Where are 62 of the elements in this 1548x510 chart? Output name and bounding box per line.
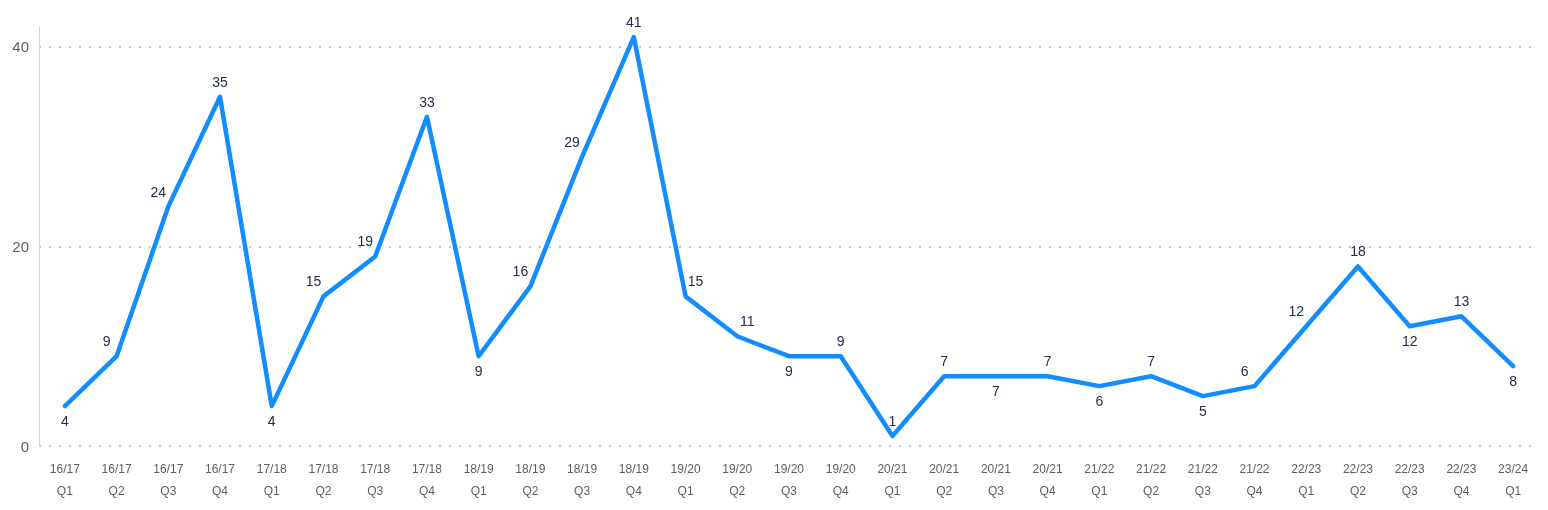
x-tick-label: 18/19 Q2 <box>515 462 546 498</box>
x-tick-label: 22/23 Q1 <box>1291 462 1322 498</box>
x-tick-label: 17/18 Q2 <box>308 462 339 498</box>
data-label: 6 <box>1240 363 1249 380</box>
data-label: 29 <box>564 133 581 150</box>
x-tick-label: 22/23 Q2 <box>1342 462 1374 498</box>
data-label: 15 <box>305 273 322 290</box>
x-tick-label: 19/20 Q3 <box>773 462 805 498</box>
x-tick-label: 17/18 Q1 <box>256 462 288 498</box>
x-tick-label: 21/22 Q1 <box>1084 462 1115 498</box>
data-label: 5 <box>1198 403 1207 420</box>
x-tick-label: 20/21 Q1 <box>877 462 908 498</box>
y-tick-label: 40 <box>12 38 29 56</box>
x-tick-label: 22/23 Q3 <box>1394 462 1426 498</box>
x-tick-label: 19/20 Q1 <box>670 462 701 498</box>
y-tick-label: 20 <box>12 237 29 255</box>
data-label: 4 <box>267 413 276 430</box>
x-tick-label: 16/17 Q2 <box>101 462 132 498</box>
data-label: 19 <box>357 233 374 250</box>
y-tick-label: 0 <box>20 437 29 455</box>
x-tick-label: 22/23 Q4 <box>1446 462 1477 498</box>
data-label: 1 <box>888 413 897 430</box>
x-tick-label: 23/24 Q1 <box>1498 462 1529 498</box>
data-label: 35 <box>212 73 229 90</box>
data-label: 15 <box>687 273 704 290</box>
data-label: 13 <box>1453 293 1470 310</box>
x-tick-label: 20/21 Q4 <box>1032 462 1063 498</box>
x-tick-label: 21/22 Q2 <box>1136 462 1167 498</box>
x-tick-label: 19/20 Q4 <box>825 462 857 498</box>
data-label: 7 <box>940 353 949 370</box>
x-tick-label: 18/19 Q1 <box>463 462 494 498</box>
data-label: 16 <box>512 263 529 280</box>
data-label: 7 <box>1147 353 1156 370</box>
x-tick-label: 21/22 Q3 <box>1187 462 1219 498</box>
x-tick-label: 18/19 Q3 <box>567 462 598 498</box>
data-label: 9 <box>102 333 111 350</box>
line-series <box>62 34 1516 439</box>
data-label: 11 <box>740 313 755 330</box>
data-label: 41 <box>626 13 642 30</box>
x-tick-label: 16/17 Q3 <box>153 462 184 498</box>
data-label: 7 <box>992 383 1000 400</box>
x-tick-label: 20/21 Q2 <box>929 462 960 498</box>
x-tick-label: 17/18 Q4 <box>411 462 443 498</box>
data-label: 18 <box>1350 243 1366 260</box>
data-label: 24 <box>150 183 167 200</box>
data-label: 8 <box>1509 373 1518 390</box>
data-label: 9 <box>474 363 483 380</box>
data-label: 9 <box>785 363 794 380</box>
x-tick-label: 21/22 Q4 <box>1239 462 1270 498</box>
x-tick-label: 20/21 Q3 <box>980 462 1012 498</box>
x-tick-label: 19/20 Q2 <box>722 462 753 498</box>
x-tick-label: 17/18 Q3 <box>360 462 391 498</box>
x-tick-label: 16/17 Q1 <box>49 462 81 498</box>
data-label: 7 <box>1043 353 1052 370</box>
data-label: 4 <box>60 413 69 430</box>
data-label: 12 <box>1288 303 1305 320</box>
x-tick-label: 16/17 Q4 <box>205 462 236 498</box>
data-label: 9 <box>836 333 845 350</box>
data-label: 12 <box>1401 333 1418 350</box>
data-label: 33 <box>419 93 435 110</box>
x-tick-label: 18/19 Q4 <box>618 462 650 498</box>
data-label: 6 <box>1095 393 1104 410</box>
